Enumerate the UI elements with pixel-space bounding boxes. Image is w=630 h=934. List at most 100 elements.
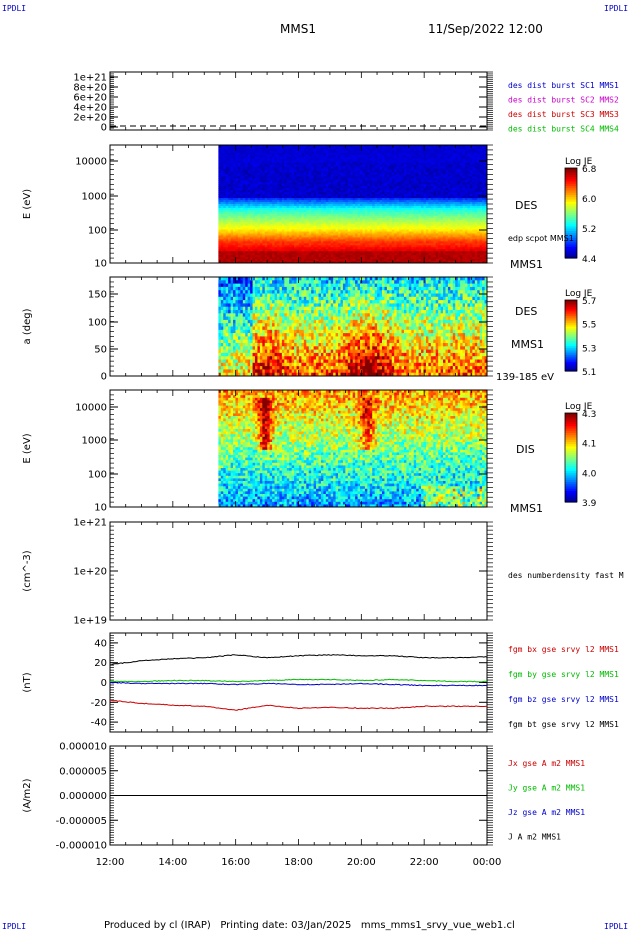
des-energy-spectrogram-cell [245, 154, 249, 158]
des-energy-spectrogram-cell [223, 202, 227, 205]
des-energy-spectrogram-cell [330, 192, 334, 195]
des-energy-spectrogram-cell [228, 207, 232, 211]
des-energy-spectrogram-cell [223, 223, 227, 227]
des-energy-spectrogram-cell [301, 178, 305, 181]
des-energy-spectrogram-cell [259, 235, 263, 238]
des-energy-spectrogram-cell [242, 219, 246, 223]
des-energy-spectrogram-cell [274, 168, 278, 172]
des-energy-spectrogram-cell [245, 186, 249, 189]
des-energy-spectrogram-cell [289, 237, 293, 240]
des-energy-spectrogram-cell [225, 211, 229, 215]
des-energy-spectrogram-cell [259, 261, 263, 264]
des-energy-spectrogram-cell [235, 257, 239, 260]
des-energy-spectrogram-cell [311, 219, 315, 223]
des-energy-spectrogram-cell [298, 249, 302, 252]
des-energy-spectrogram-cell [323, 257, 327, 260]
des-energy-spectrogram-cell [284, 225, 288, 229]
des-energy-spectrogram-cell [318, 235, 322, 238]
des-energy-spectrogram-cell [218, 176, 222, 179]
des-energy-spectrogram-cell [303, 205, 307, 209]
des-energy-spectrogram-cell [257, 148, 261, 152]
des-energy-spectrogram-cell [328, 223, 332, 227]
des-energy-spectrogram-cell [301, 225, 305, 229]
des-energy-spectrogram-cell [306, 178, 310, 181]
des-energy-spectrogram-cell [308, 249, 312, 252]
des-energy-spectrogram-cell [230, 217, 234, 221]
des-energy-spectrogram-cell [320, 241, 324, 244]
des-energy-spectrogram-cell [240, 148, 244, 152]
des-energy-spectrogram-cell [233, 164, 236, 168]
des-energy-spectrogram-cell [306, 190, 310, 193]
des-energy-spectrogram-cell [286, 192, 290, 195]
des-energy-spectrogram-cell [225, 186, 229, 189]
des-energy-spectrogram-cell [245, 231, 249, 234]
des-energy-spectrogram-cell [228, 166, 232, 170]
des-energy-spectrogram-cell [311, 249, 315, 252]
des-energy-spectrogram-cell [269, 209, 273, 213]
des-energy-spectrogram-cell [264, 174, 268, 177]
des-energy-spectrogram-cell [262, 225, 266, 229]
des-energy-spectrogram-cell [316, 192, 320, 195]
des-energy-spectrogram-cell [245, 202, 249, 205]
des-energy-spectrogram-cell [223, 259, 227, 262]
des-energy-spectrogram-cell [247, 200, 251, 203]
des-energy-spectrogram-cell [272, 225, 276, 229]
des-energy-spectrogram-cell [284, 227, 288, 231]
des-energy-spectrogram-cell [328, 150, 332, 154]
des-energy-spectrogram-cell [257, 192, 261, 195]
des-energy-spectrogram-cell [272, 180, 276, 183]
des-energy-spectrogram-cell [242, 148, 246, 152]
des-energy-spectrogram-cell [237, 172, 241, 175]
des-energy-spectrogram-cell [316, 188, 320, 191]
des-energy-spectrogram-cell [289, 200, 293, 203]
des-energy-spectrogram-cell [328, 211, 332, 215]
des-energy-spectrogram-cell [235, 198, 239, 201]
des-energy-spectrogram-cell [303, 213, 307, 217]
des-energy-spectrogram-cell [237, 253, 241, 256]
des-energy-spectrogram-cell [328, 251, 332, 254]
des-energy-spectrogram-cell [276, 253, 280, 256]
des-energy-spectrogram-cell [237, 233, 241, 236]
des-energy-spectrogram-cell [335, 202, 339, 205]
des-energy-spectrogram-cell [233, 205, 236, 209]
des-energy-spectrogram-cell [325, 158, 329, 162]
des-energy-spectrogram-cell [325, 251, 329, 254]
des-energy-spectrogram-cell [274, 186, 278, 189]
des-energy-spectrogram-cell [325, 253, 329, 256]
des-energy-spectrogram-cell [313, 164, 317, 168]
des-energy-spectrogram-cell [252, 243, 256, 246]
des-energy-spectrogram-cell [250, 209, 254, 213]
des-energy-spectrogram-cell [257, 223, 261, 227]
des-energy-spectrogram-cell [281, 202, 285, 205]
des-energy-spectrogram-cell [318, 186, 322, 189]
des-energy-spectrogram-cell [259, 237, 263, 240]
des-energy-spectrogram-cell [284, 200, 288, 203]
des-energy-spectrogram-cell [225, 194, 229, 197]
dist-legend-2: des dist burst SC3 MMS3 [508, 110, 619, 119]
des-energy-spectrogram-cell [286, 198, 290, 201]
des-energy-spectrogram-cell [284, 247, 288, 250]
des-energy-spectrogram-cell [242, 184, 246, 187]
des-energy-spectrogram-cell [311, 202, 315, 205]
des-energy-spectrogram-cell [286, 223, 290, 227]
des-energy-spectrogram-cell [255, 225, 258, 229]
des-energy-spectrogram-cell [235, 227, 239, 231]
des-energy-spectrogram-cell [225, 148, 229, 152]
des-energy-spectrogram-cell [279, 164, 283, 168]
des-energy-spectrogram-cell [316, 160, 320, 164]
des-energy-spectrogram-cell [298, 202, 302, 205]
des-energy-spectrogram-cell [281, 178, 285, 181]
des-energy-spectrogram-cell [245, 168, 249, 172]
des-energy-spectrogram-cell [316, 255, 320, 258]
des-energy-spectrogram-cell [303, 190, 307, 193]
des-energy-spectrogram-cell [276, 164, 280, 168]
des-energy-spectrogram-cell [318, 174, 322, 177]
des-energy-spectrogram-cell [240, 156, 244, 160]
des-energy-spectrogram-cell [301, 192, 305, 195]
des-energy-spectrogram-cell [274, 231, 278, 234]
des-energy-spectrogram-cell [225, 231, 229, 234]
des-energy-spectrogram-cell [330, 174, 334, 177]
des-energy-spectrogram-cell [325, 243, 329, 246]
des-energy-spectrogram-cell [228, 180, 232, 183]
des-energy-spectrogram-cell [311, 152, 315, 156]
